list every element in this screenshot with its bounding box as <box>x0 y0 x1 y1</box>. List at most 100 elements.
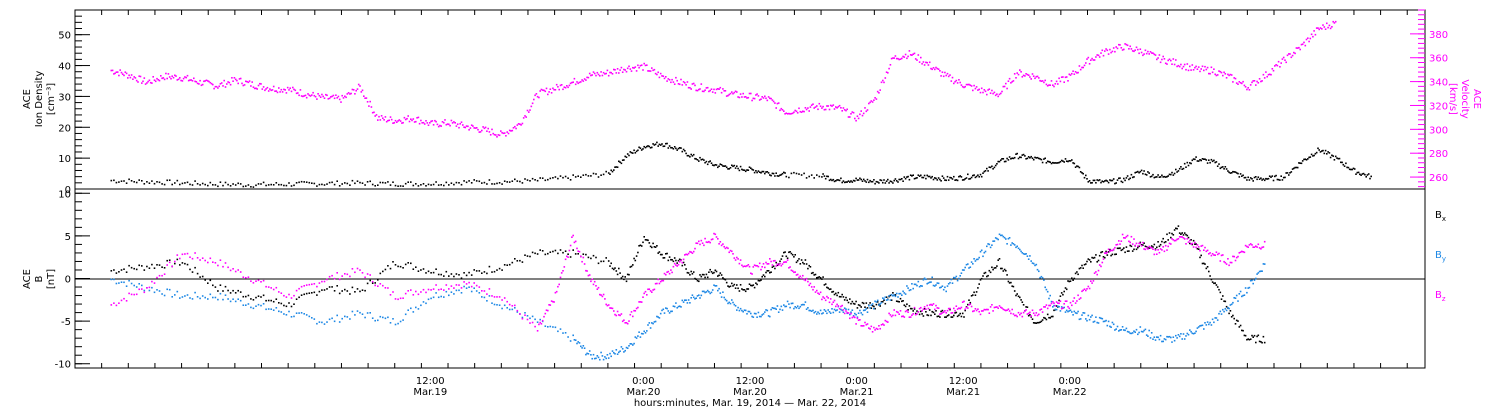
by-point <box>746 313 748 315</box>
bx-point <box>1039 321 1041 323</box>
density-point <box>1229 172 1232 174</box>
bx-point <box>123 268 125 270</box>
density-point <box>711 164 714 166</box>
bz-point <box>992 310 994 312</box>
bx-point <box>534 252 536 255</box>
by-point <box>856 316 859 318</box>
bz-point <box>1046 307 1049 310</box>
velocity-point <box>1192 69 1195 71</box>
density-point <box>1359 173 1361 176</box>
bz-point <box>930 303 932 306</box>
density-point <box>382 181 384 184</box>
density-point <box>1290 171 1293 173</box>
velocity-point <box>828 108 831 111</box>
velocity-point <box>384 116 387 118</box>
velocity-point <box>812 103 814 105</box>
bx-point <box>980 277 983 280</box>
by-point <box>776 305 779 307</box>
by-point <box>989 246 992 249</box>
velocity-point <box>977 89 979 91</box>
bx-point <box>387 265 389 267</box>
by-point <box>808 309 810 312</box>
velocity-point <box>123 74 125 77</box>
by-point <box>1204 322 1206 324</box>
bz-point <box>696 242 699 245</box>
by-point <box>1053 304 1055 307</box>
density-point <box>1171 171 1173 174</box>
velocity-point <box>939 70 941 72</box>
density-point <box>288 182 290 184</box>
bz-point <box>1118 240 1120 242</box>
density-point <box>722 165 724 167</box>
bx-point <box>698 280 700 283</box>
velocity-point <box>264 89 266 92</box>
bx-point <box>425 272 427 274</box>
bx-point <box>657 252 659 254</box>
bx-point <box>125 271 128 273</box>
bz-point <box>196 257 199 259</box>
bx-point <box>1232 314 1234 317</box>
velocity-point <box>917 54 920 56</box>
velocity-point <box>388 119 390 122</box>
velocity-point <box>1137 48 1139 51</box>
velocity-point <box>239 77 242 80</box>
velocity-point <box>711 91 714 93</box>
by-point <box>914 283 917 286</box>
velocity-point <box>541 89 544 91</box>
bx-point <box>217 290 219 292</box>
velocity-point <box>347 92 350 94</box>
by-point <box>534 318 536 321</box>
by-point <box>986 245 988 248</box>
bz-point <box>653 288 656 291</box>
bz-point <box>974 308 977 310</box>
bz-point <box>728 251 730 254</box>
by-point <box>316 322 318 325</box>
by-point <box>790 302 793 305</box>
velocity-point <box>1002 85 1005 88</box>
by-point <box>731 299 733 301</box>
bx-point <box>1031 318 1034 320</box>
bz-point <box>951 312 954 314</box>
top-left-tick-label: 10 <box>58 154 71 165</box>
bz-point <box>606 304 609 307</box>
velocity-point <box>635 70 638 72</box>
velocity-point <box>253 87 256 90</box>
density-point <box>769 174 771 176</box>
density-point <box>864 180 866 182</box>
by-point <box>184 295 186 297</box>
bz-point <box>1003 309 1006 311</box>
density-point <box>1216 165 1219 167</box>
by-point <box>908 289 911 292</box>
velocity-point <box>448 123 450 126</box>
bz-point <box>931 304 933 306</box>
bz-point <box>432 288 435 290</box>
bz-point <box>199 259 201 261</box>
velocity-point <box>1293 51 1295 54</box>
density-point <box>399 185 402 187</box>
by-point <box>359 311 361 314</box>
velocity-point <box>576 81 578 83</box>
by-point <box>1176 337 1178 339</box>
density-point <box>959 175 961 177</box>
by-point <box>125 285 128 287</box>
by-point <box>714 285 717 287</box>
bz-point <box>478 286 481 288</box>
bx-point <box>967 303 969 306</box>
bx-point <box>410 262 412 265</box>
by-point <box>894 295 897 298</box>
bz-point <box>766 263 769 265</box>
velocity-point <box>1138 52 1140 55</box>
by-point <box>1025 253 1027 255</box>
velocity-point <box>889 64 892 66</box>
by-point <box>941 285 944 287</box>
velocity-point <box>1185 68 1187 71</box>
velocity-point <box>643 62 645 65</box>
bz-point <box>300 285 303 288</box>
velocity-point <box>701 90 704 93</box>
velocity-point <box>1282 56 1285 59</box>
velocity-point <box>779 109 781 112</box>
density-point <box>1022 153 1025 156</box>
bx-point <box>1142 244 1144 246</box>
by-point <box>947 283 950 285</box>
velocity-point <box>903 56 906 58</box>
